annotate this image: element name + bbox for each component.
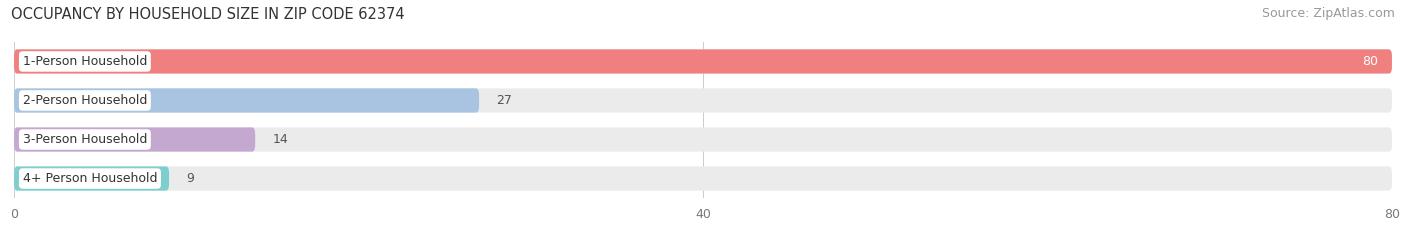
Text: 4+ Person Household: 4+ Person Household <box>22 172 157 185</box>
FancyBboxPatch shape <box>14 88 1392 113</box>
FancyBboxPatch shape <box>14 88 479 113</box>
Text: 27: 27 <box>496 94 512 107</box>
FancyBboxPatch shape <box>14 166 1392 191</box>
Text: 9: 9 <box>186 172 194 185</box>
FancyBboxPatch shape <box>14 49 1392 74</box>
FancyBboxPatch shape <box>14 166 169 191</box>
Text: Source: ZipAtlas.com: Source: ZipAtlas.com <box>1261 7 1395 20</box>
Text: 3-Person Household: 3-Person Household <box>22 133 148 146</box>
FancyBboxPatch shape <box>14 127 1392 152</box>
Text: 14: 14 <box>273 133 288 146</box>
Text: 80: 80 <box>1362 55 1378 68</box>
Text: 2-Person Household: 2-Person Household <box>22 94 148 107</box>
Text: 1-Person Household: 1-Person Household <box>22 55 148 68</box>
Text: OCCUPANCY BY HOUSEHOLD SIZE IN ZIP CODE 62374: OCCUPANCY BY HOUSEHOLD SIZE IN ZIP CODE … <box>11 7 405 22</box>
FancyBboxPatch shape <box>14 49 1392 74</box>
FancyBboxPatch shape <box>14 127 256 152</box>
